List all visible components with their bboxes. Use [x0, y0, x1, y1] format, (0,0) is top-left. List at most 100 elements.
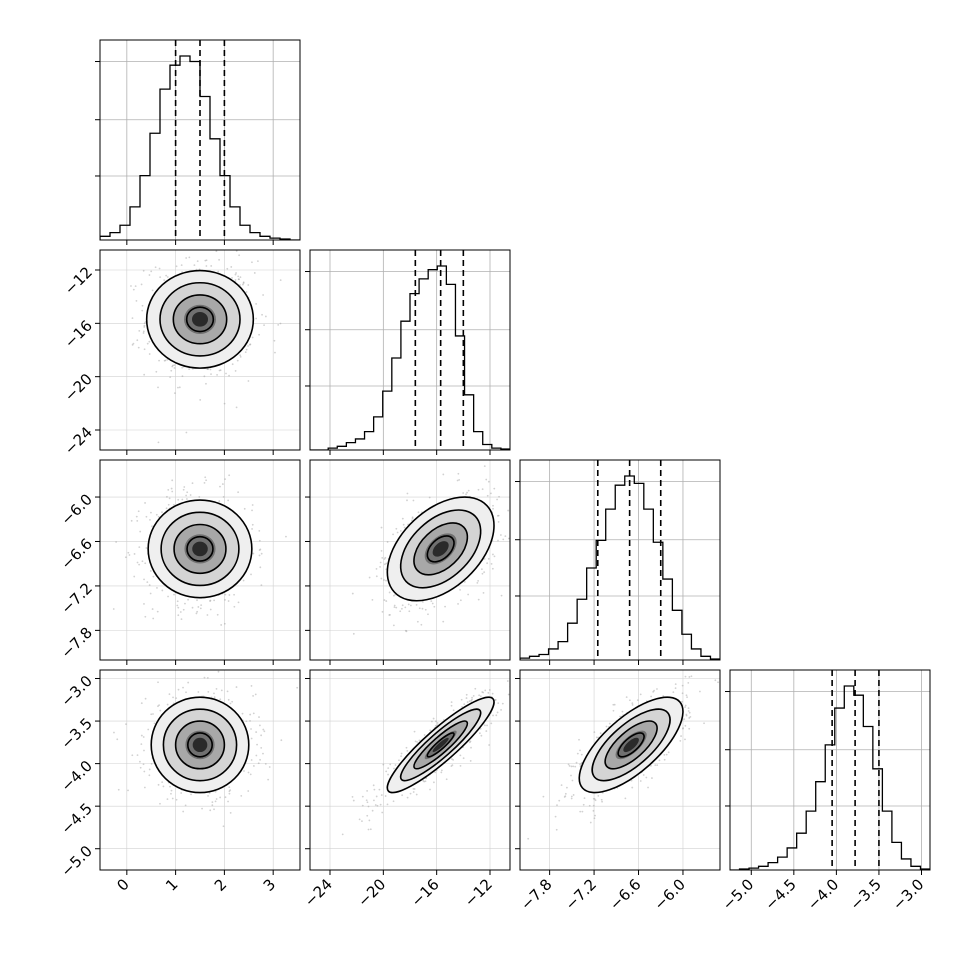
scatter-point — [450, 765, 453, 768]
scatter-point — [351, 592, 354, 595]
scatter-point — [143, 348, 146, 351]
scatter-point — [681, 692, 684, 695]
scatter-point — [182, 810, 185, 813]
scatter-point — [247, 345, 249, 347]
scatter-point — [366, 790, 369, 792]
scatter-point — [378, 788, 381, 791]
scatter-point — [451, 764, 454, 767]
scatter-point — [396, 531, 399, 534]
scatter-point — [492, 507, 494, 510]
scatter-point — [703, 722, 705, 725]
scatter-point — [452, 758, 455, 761]
scatter-point — [187, 598, 189, 601]
scatter-point — [683, 718, 686, 721]
scatter-point — [570, 795, 573, 798]
scatter-point — [416, 620, 419, 623]
scatter-point — [594, 814, 596, 817]
scatter-point — [151, 289, 154, 292]
scatter-point — [642, 774, 645, 776]
scatter-point — [450, 701, 453, 704]
scatter-point — [558, 799, 561, 802]
scatter-point — [625, 696, 628, 699]
scatter-point — [249, 773, 252, 776]
y-tick-label: −3.0 — [58, 672, 96, 710]
scatter-point — [173, 593, 175, 596]
scatter-point — [240, 794, 243, 797]
scatter-point — [487, 480, 490, 483]
y-tick-label: −4.5 — [58, 799, 96, 837]
scatter-point — [205, 265, 208, 267]
scatter-point — [141, 309, 144, 312]
scatter-point — [392, 800, 395, 803]
scatter-point — [136, 754, 139, 757]
scatter-point — [150, 713, 153, 716]
scatter-point — [470, 699, 473, 702]
scatter-point — [494, 699, 497, 701]
contour-line — [159, 281, 241, 357]
histogram-bar — [730, 685, 930, 870]
scatter-point — [555, 828, 558, 831]
scatter-point — [420, 623, 423, 626]
scatter-point — [262, 752, 264, 755]
scatter-point — [367, 805, 370, 808]
scatter-point — [488, 689, 491, 691]
scatter-point — [445, 778, 448, 781]
x-tick-label: −12 — [461, 875, 496, 910]
scatter-point — [612, 703, 615, 706]
scatter-point — [156, 610, 159, 613]
scatter-point — [225, 372, 227, 375]
scatter-point — [176, 604, 179, 607]
scatter-point — [131, 317, 134, 320]
scatter-point — [149, 570, 152, 572]
scatter-point — [463, 703, 466, 706]
scatter-point — [239, 355, 242, 358]
scatter-point — [209, 599, 212, 602]
scatter-point — [179, 611, 182, 613]
scatter-point — [499, 534, 502, 536]
scatter-point — [684, 675, 687, 678]
scatter-point — [161, 511, 163, 514]
scatter-point — [488, 744, 491, 746]
panel-frame — [309, 459, 511, 661]
scatter-point — [242, 283, 244, 286]
scatter-point — [143, 786, 146, 789]
scatter-point — [381, 556, 384, 559]
scatter-point — [137, 346, 140, 349]
scatter-point — [630, 779, 633, 782]
scatter-point — [285, 535, 287, 538]
scatter-point — [579, 763, 581, 766]
scatter-point — [341, 833, 344, 836]
scatter-point — [186, 491, 189, 494]
scatter-point — [145, 515, 148, 518]
scatter-point — [375, 568, 378, 570]
scatter-point — [215, 687, 218, 690]
scatter-point — [203, 481, 206, 484]
panel-frame — [519, 459, 721, 661]
scatter-point — [685, 713, 688, 716]
scatter-point — [187, 681, 190, 684]
panel-frame — [99, 459, 301, 661]
scatter-point — [482, 691, 485, 694]
scatter-point — [132, 342, 135, 345]
scatter-point — [515, 516, 517, 518]
scatter-point — [237, 278, 240, 281]
scatter-point — [376, 804, 379, 807]
scatter-point — [213, 696, 216, 699]
scatter-point — [159, 709, 162, 712]
scatter-point — [257, 762, 260, 765]
scatter-point — [181, 498, 184, 501]
scatter-point — [433, 605, 436, 608]
scatter-point — [268, 766, 271, 768]
scatter-point — [227, 800, 229, 803]
scatter-point — [178, 386, 181, 389]
scatter-point — [259, 566, 262, 569]
scatter-point — [366, 814, 369, 817]
y-tick-label: −3.5 — [58, 714, 96, 752]
scatter-point — [521, 497, 523, 499]
scatter-point — [429, 729, 432, 732]
contour-line — [173, 523, 227, 575]
scatter-point — [597, 794, 600, 797]
scatter-point — [113, 731, 115, 734]
scatter-point — [190, 793, 192, 796]
scatter-point — [465, 697, 468, 699]
